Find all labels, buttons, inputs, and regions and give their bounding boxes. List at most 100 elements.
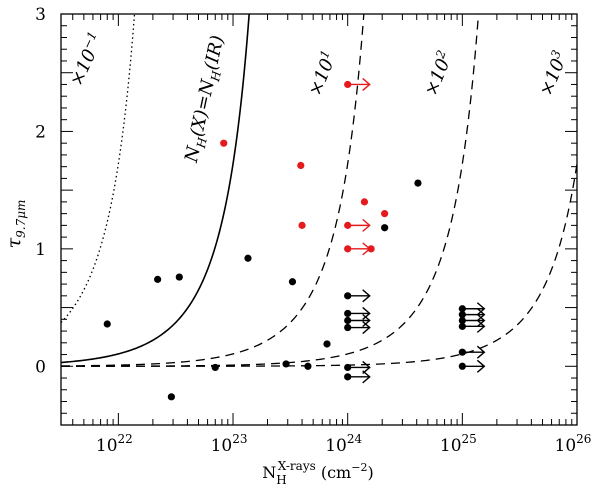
curve-label-base: N	[181, 143, 205, 165]
x-tick-exp: 25	[462, 432, 477, 446]
curve-label-base: ×10	[421, 56, 455, 99]
lower-limit-black	[458, 302, 486, 316]
x-title-sup: X-rays	[278, 459, 316, 473]
curve-label-tail: (IR)	[201, 34, 229, 72]
curve-label-sub: H	[194, 136, 210, 151]
limit-arrow-head	[362, 306, 371, 320]
lower-limit-black	[344, 306, 371, 320]
data-point-black	[154, 275, 162, 283]
lower-limit-black	[344, 313, 371, 328]
lower-limit-red	[344, 218, 371, 232]
limit-arrow-head	[362, 218, 371, 232]
x-title-unit-sup: −2	[351, 461, 367, 474]
limit-arrow-head	[362, 360, 371, 374]
curve-labels: ×10−1NH(X)=NH(IR)×101×102×103	[64, 29, 573, 165]
limit-arrow-head	[362, 77, 371, 91]
curve-label-2: ×101	[303, 48, 341, 99]
lower-limit-black	[458, 313, 486, 328]
lower-limit-black	[344, 370, 371, 384]
x-tick-exp: 22	[118, 432, 133, 446]
curve-4	[61, 163, 577, 367]
data-point-red	[360, 198, 369, 206]
limit-arrow-head	[362, 321, 371, 335]
x-tick-label: 1023	[211, 432, 248, 456]
x-tick-base: 10	[555, 436, 577, 456]
y-title-main: τ	[3, 237, 25, 248]
curve-label-4: ×103	[534, 48, 573, 99]
data-point-black	[381, 224, 389, 232]
x-tick-exp: 26	[576, 432, 591, 446]
axis-titles: NHX-rays (cm−2) τ9.7μm	[3, 200, 374, 487]
data-point-black	[211, 363, 219, 372]
data-point-black	[414, 179, 422, 187]
lower-limit-black	[458, 345, 486, 359]
x-title-main: N	[262, 463, 276, 482]
curve-1	[61, 14, 250, 364]
y-tick-label: 0	[35, 357, 46, 377]
y-tick-label: 3	[35, 5, 46, 25]
curve-label-base: ×10	[305, 56, 339, 99]
x-tick-label: 1024	[325, 432, 362, 456]
data-point-black	[304, 362, 312, 370]
lower-limit-black	[458, 308, 486, 322]
lower-limit-black	[458, 359, 486, 373]
data-point-black	[175, 273, 183, 281]
limit-arrow-head	[476, 359, 486, 373]
curve-label-base: ×10	[536, 56, 570, 99]
limit-arrow-head	[362, 370, 371, 384]
curve-0	[61, 14, 136, 323]
x-tick-exp: 24	[347, 432, 363, 446]
lower-limit-black	[344, 360, 371, 374]
ticks-layer	[61, 13, 578, 426]
limit-arrow-head	[362, 313, 371, 328]
limit-arrow-head	[476, 319, 486, 333]
plot-frame	[60, 13, 578, 426]
x-tick-label: 1026	[555, 432, 592, 456]
data-point-black	[167, 393, 175, 401]
data-point-black	[282, 360, 290, 368]
x-axis-title: NHX-rays (cm−2)	[262, 459, 373, 487]
curve-3	[61, 14, 480, 367]
x-title-sub: H	[276, 473, 286, 487]
lower-limit-black	[458, 319, 486, 333]
lower-limit-black	[344, 321, 371, 335]
data-point-black	[323, 340, 331, 348]
y-tick-label: 2	[35, 122, 46, 142]
limit-arrow-head	[362, 242, 371, 256]
x-tick-label: 1025	[440, 432, 477, 456]
data-point-red	[220, 139, 228, 147]
y-axis-title: τ9.7μm	[3, 200, 28, 249]
data-point-red	[298, 221, 306, 229]
data-point-black	[244, 254, 252, 262]
x-title-close: )	[367, 463, 373, 482]
y-title-sub: 9.7μm	[14, 200, 28, 238]
curve-label-sub2: H	[208, 69, 224, 84]
x-tick-base: 10	[325, 436, 347, 456]
curve-label-0: ×10−1	[64, 29, 108, 89]
limit-arrow-head	[362, 289, 371, 303]
lower-limit-red	[344, 77, 371, 91]
curve-label-mid: (X)=N	[186, 77, 219, 139]
limit-arrow-head	[476, 345, 486, 359]
x-tick-exp: 23	[232, 432, 247, 446]
x-tick-base: 10	[211, 436, 233, 456]
curve-2	[61, 14, 365, 367]
markers-layer	[103, 77, 486, 401]
x-tick-label: 1022	[96, 432, 133, 456]
x-title-unit: (cm	[316, 463, 351, 482]
data-point-red	[381, 210, 389, 218]
data-point-red	[367, 245, 375, 253]
data-point-black	[288, 278, 297, 286]
curve-label-3: ×102	[419, 48, 457, 99]
y-tick-label: 1	[35, 240, 46, 260]
limit-arrow-head	[476, 308, 486, 322]
x-tick-base: 10	[96, 436, 118, 456]
limit-arrow-head	[476, 302, 486, 316]
curve-label-sup: −1	[80, 29, 100, 51]
curves-layer	[61, 14, 577, 367]
lower-limit-black	[344, 289, 371, 303]
data-point-red	[297, 161, 305, 170]
lower-limit-red	[344, 242, 371, 256]
